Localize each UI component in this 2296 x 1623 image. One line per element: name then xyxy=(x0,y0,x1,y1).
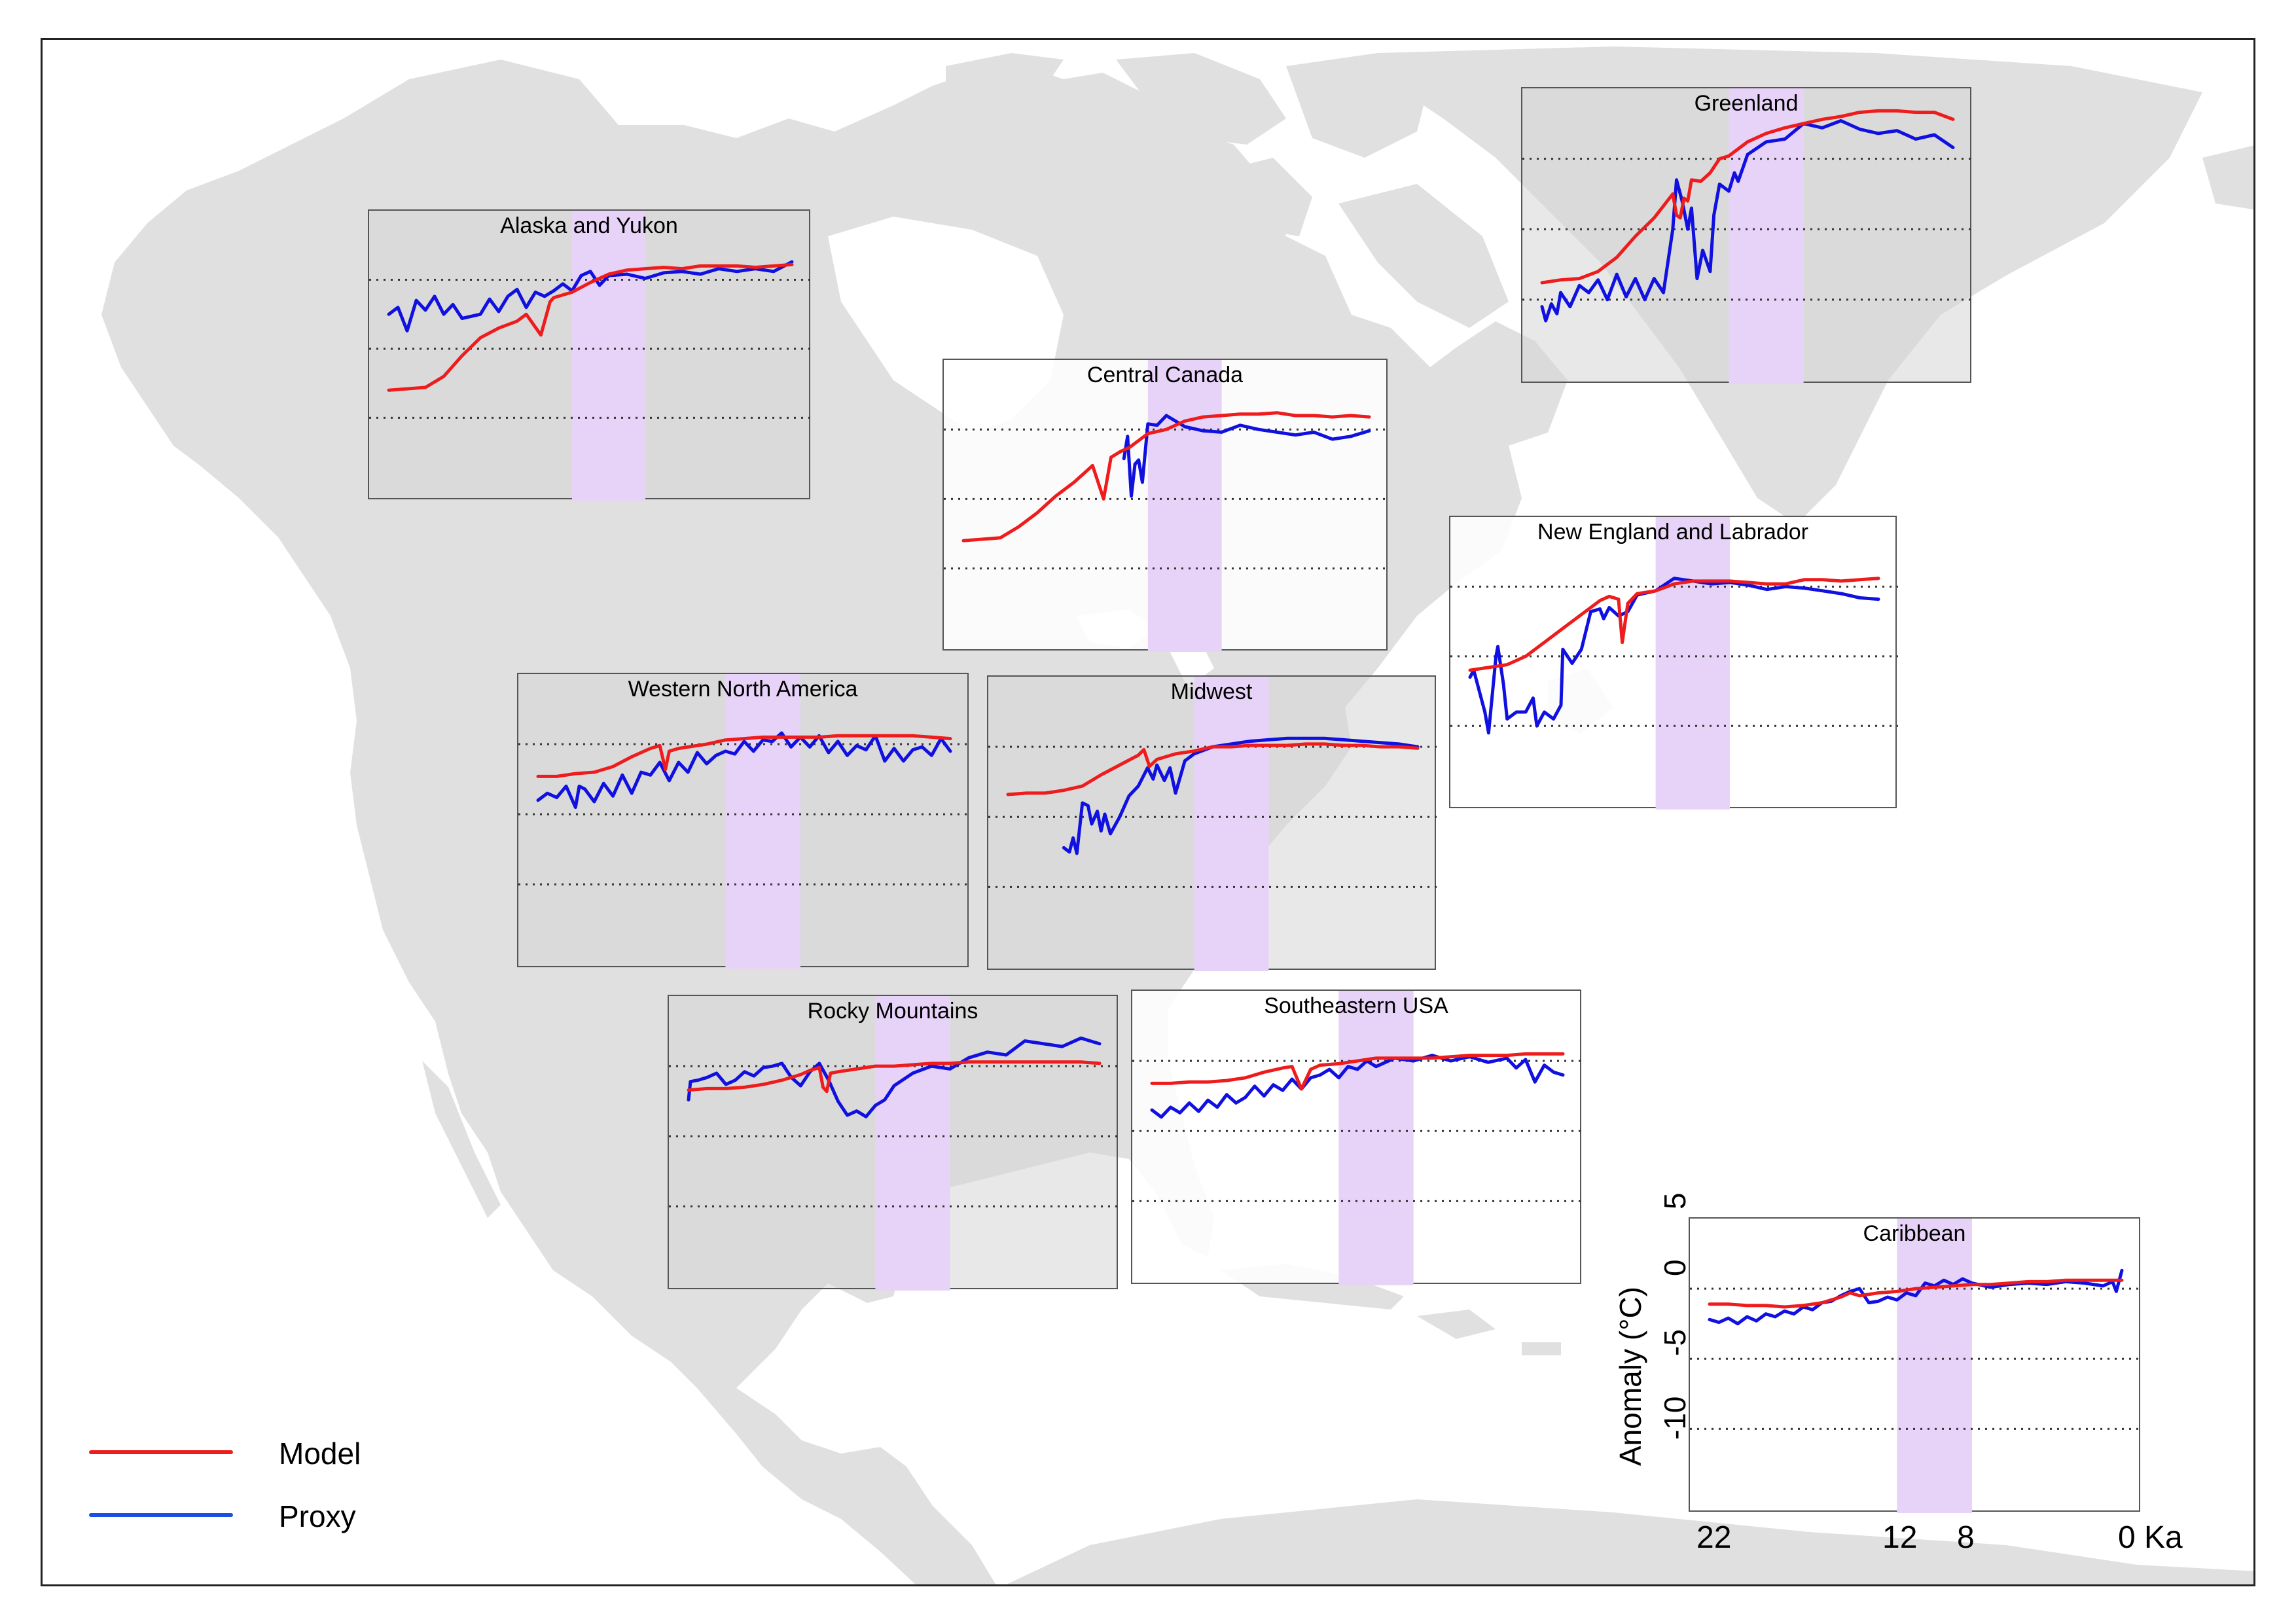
shaded-interval xyxy=(1147,360,1222,652)
panel-central-canada: Central Canada xyxy=(942,359,1389,652)
xtick-8: 8 xyxy=(1957,1520,1975,1555)
ytick-5: 5 xyxy=(1658,1192,1692,1209)
shaded-interval xyxy=(1655,517,1731,810)
series-proxy-line xyxy=(387,260,794,332)
panel-title: New England and Labrador xyxy=(1537,520,1808,544)
panel-midwest: Midwest xyxy=(987,675,1437,971)
shaded-interval xyxy=(1897,1219,1972,1513)
panel-new-england-and-labrador: New England and Labrador xyxy=(1449,516,1898,810)
panel-plot-new-england-and-labrador xyxy=(1450,517,1898,810)
panel-caribbean: Caribbean xyxy=(1689,1217,2142,1513)
panel-plot-caribbean xyxy=(1690,1219,2142,1513)
series-proxy-line xyxy=(1708,1268,2124,1326)
series-proxy-line xyxy=(1150,1054,1565,1119)
panel-plot-midwest xyxy=(988,677,1437,971)
series-model-line xyxy=(1006,742,1420,796)
panel-title: Rocky Mountains xyxy=(807,999,978,1024)
series-proxy-line xyxy=(536,731,952,810)
series-model-line xyxy=(1540,109,1955,285)
panel-plot-alaska-and-yukon xyxy=(369,211,812,501)
shaded-interval xyxy=(1338,991,1414,1285)
series-proxy-line xyxy=(1062,736,1420,855)
legend-model-line xyxy=(89,1450,233,1454)
panel-western-north-america: Western North America xyxy=(517,673,970,969)
panel-plot-southeastern-usa xyxy=(1132,991,1583,1285)
panel-title: Western North America xyxy=(628,677,858,702)
ytick-minus10: -10 xyxy=(1658,1396,1692,1440)
xtick-0: 0 Ka xyxy=(2118,1520,2183,1555)
legend-proxy-line xyxy=(89,1513,233,1517)
series-proxy-line xyxy=(1468,577,1880,735)
xtick-22: 22 xyxy=(1696,1520,1732,1555)
shaded-interval xyxy=(1729,88,1804,384)
legend-proxy-label: Proxy xyxy=(279,1499,356,1533)
legend-model-label: Model xyxy=(279,1436,361,1471)
shaded-interval xyxy=(875,996,950,1291)
panel-alaska-and-yukon: Alaska and Yukon xyxy=(368,209,812,501)
panel-greenland: Greenland xyxy=(1521,87,1973,384)
panel-plot-central-canada xyxy=(944,360,1389,652)
shaded-interval xyxy=(572,211,645,501)
panel-title: Central Canada xyxy=(1086,363,1244,387)
xtick-12: 12 xyxy=(1882,1520,1918,1555)
panel-title: Alaska and Yukon xyxy=(500,213,678,238)
ytick-0: 0 xyxy=(1658,1259,1692,1276)
series-model-line xyxy=(1468,577,1880,672)
panel-plot-western-north-america xyxy=(518,674,970,969)
panel-southeastern-usa: Southeastern USA xyxy=(1131,990,1583,1285)
series-proxy-line xyxy=(1540,119,1955,323)
series-model-line xyxy=(1150,1052,1565,1091)
series-proxy-line xyxy=(1122,414,1371,498)
series-model-line xyxy=(961,411,1371,543)
ytick-minus5: -5 xyxy=(1658,1329,1692,1356)
panel-plot-rocky-mountains xyxy=(669,996,1119,1291)
panel-title: Greenland xyxy=(1694,91,1799,116)
y-axis-label: Anomaly (°C) xyxy=(1613,1286,1647,1466)
shaded-interval xyxy=(1194,677,1269,971)
panel-rocky-mountains: Rocky Mountains xyxy=(668,995,1119,1291)
series-model-line xyxy=(536,734,952,778)
series-model-line xyxy=(1708,1278,2124,1309)
series-model-line xyxy=(687,1060,1102,1094)
panel-title: Caribbean xyxy=(1863,1221,1966,1246)
panel-title: Southeastern USA xyxy=(1264,993,1448,1018)
series-model-line xyxy=(387,262,794,392)
panel-plot-greenland xyxy=(1522,88,1973,384)
series-proxy-line xyxy=(687,1036,1102,1118)
panel-title: Midwest xyxy=(1170,679,1253,704)
shaded-interval xyxy=(725,674,800,969)
